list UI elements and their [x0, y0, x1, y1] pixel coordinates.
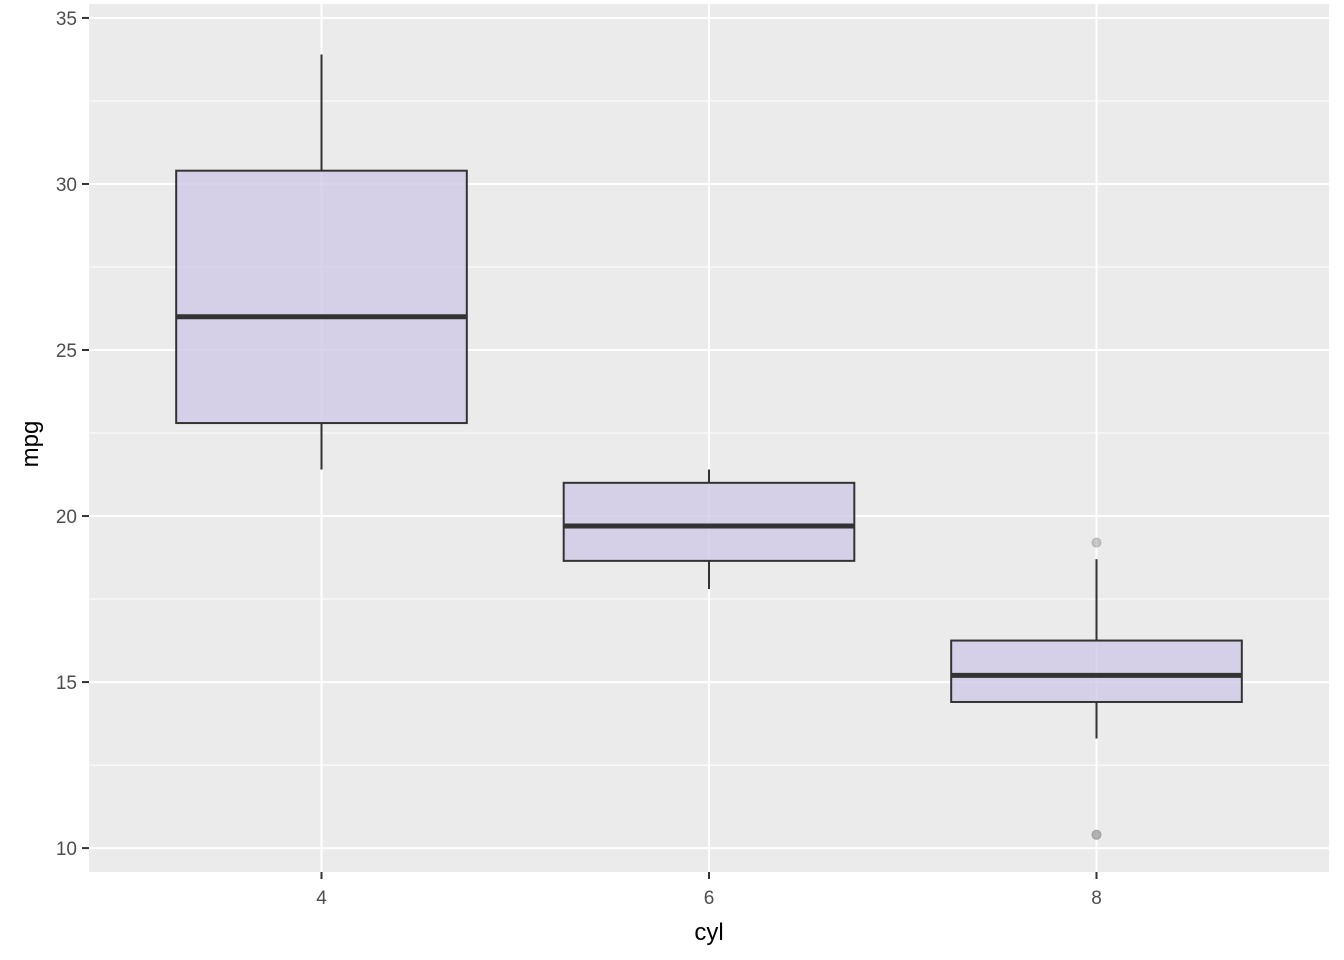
y-tick-label: 15	[56, 673, 77, 694]
y-tick-label: 30	[56, 175, 77, 196]
outlier-point	[1091, 829, 1102, 840]
x-axis: 4 6 8	[316, 872, 1102, 909]
y-axis-title: mpg	[17, 421, 44, 468]
x-tick-label: 8	[1091, 888, 1102, 909]
boxes-layer	[175, 54, 1243, 840]
x-axis-title: cyl	[694, 919, 723, 946]
x-tick-label: 4	[316, 888, 327, 909]
y-tick-label: 20	[56, 507, 77, 528]
box-8	[950, 537, 1243, 840]
y-tick-label: 35	[56, 9, 77, 30]
box-4	[175, 54, 468, 470]
box-body	[950, 639, 1243, 703]
y-tick-label: 25	[56, 341, 77, 362]
outlier-point	[1091, 537, 1102, 548]
x-tick-label: 6	[704, 888, 715, 909]
box-6	[562, 469, 856, 590]
box-body	[175, 169, 468, 425]
y-tick-label: 10	[56, 839, 77, 860]
box-body	[562, 481, 856, 562]
y-axis: 10 15 20 25 30 35	[56, 9, 89, 860]
